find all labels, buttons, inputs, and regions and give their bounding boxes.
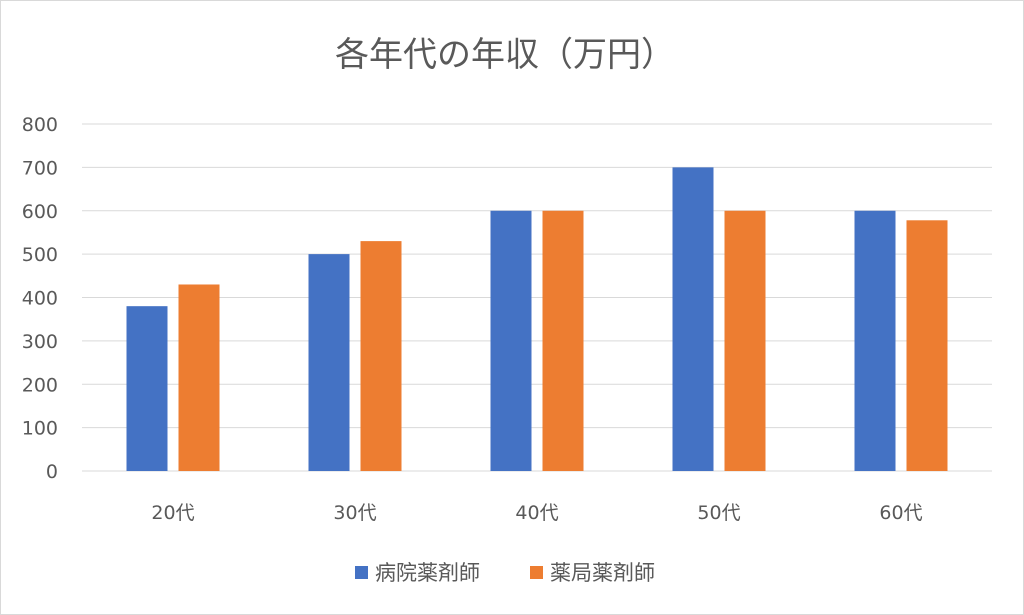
bars (126, 167, 948, 471)
legend-swatch (530, 566, 543, 579)
bar-series2-4 (724, 210, 766, 471)
bar-series1-1 (126, 306, 168, 471)
x-tick-label: 50代 (697, 502, 740, 524)
y-tick-label: 600 (22, 201, 58, 223)
bar-series2-1 (178, 284, 220, 471)
legend-swatch (355, 566, 368, 579)
y-tick-label: 200 (22, 374, 58, 396)
bar-series2-3 (542, 210, 584, 471)
x-tick-label: 60代 (879, 502, 922, 524)
legend-label: 病院薬剤師 (375, 561, 480, 585)
chart-title: 各年代の年収（万円） (335, 35, 675, 75)
x-axis-tick-labels: 20代 30代 40代 50代 60代 (151, 502, 922, 524)
y-tick-label: 0 (46, 461, 58, 483)
legend-label: 薬局薬剤師 (550, 561, 655, 585)
y-tick-label: 300 (22, 331, 58, 353)
bar-series2-2 (360, 241, 402, 471)
bar-series1-5 (854, 210, 896, 471)
y-tick-label: 800 (22, 114, 58, 136)
bar-series1-3 (490, 210, 532, 471)
x-tick-label: 30代 (333, 502, 376, 524)
y-axis-tick-labels: 0 100 200 300 400 500 600 700 800 (22, 114, 58, 483)
gridlines (82, 123, 992, 472)
y-tick-label: 100 (22, 418, 58, 440)
legend: 病院薬剤師 薬局薬剤師 (355, 561, 655, 585)
y-tick-label: 700 (22, 157, 58, 179)
bar-series1-2 (308, 254, 350, 471)
y-tick-label: 500 (22, 244, 58, 266)
x-tick-label: 20代 (151, 502, 194, 524)
bar-series2-5 (906, 220, 948, 471)
y-tick-label: 400 (22, 288, 58, 310)
bar-series1-4 (672, 167, 714, 471)
x-tick-label: 40代 (515, 502, 558, 524)
